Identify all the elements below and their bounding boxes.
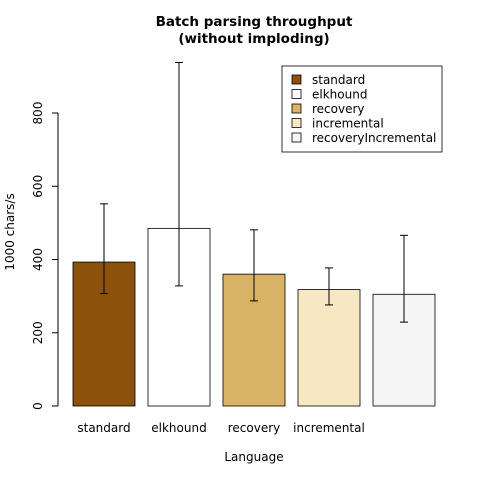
y-tick-label: 600 (31, 175, 45, 198)
x-tick-label: elkhound (151, 421, 206, 435)
legend-swatch (291, 118, 302, 128)
legend-label: recoveryIncremental (312, 131, 436, 145)
x-axis-label: Language (224, 450, 283, 464)
y-axis-label: 1000 chars/s (3, 193, 17, 270)
x-tick-label: incremental (293, 421, 365, 435)
y-tick-label: 0 (31, 402, 45, 410)
legend-swatch (291, 132, 302, 143)
y-tick-label: 200 (31, 321, 45, 344)
legend-box (281, 65, 443, 153)
bar-incremental (297, 289, 361, 407)
x-tick-label: standard (77, 421, 130, 435)
y-tick-label: 400 (31, 248, 45, 271)
legend-swatch (291, 89, 302, 99)
legend: standardelkhoundrecoveryincrementalrecov… (281, 65, 443, 153)
chart-subtitle: (without imploding) (178, 31, 329, 47)
chart-title: Batch parsing throughput (156, 14, 353, 30)
legend-swatch (291, 103, 302, 114)
x-tick-label: recovery (228, 421, 281, 435)
y-tick-label: 800 (31, 102, 45, 125)
error-bars (100, 61, 408, 323)
y-axis: 0 200 400 600 800 (31, 102, 59, 410)
legend-label: standard (312, 73, 365, 87)
legend-label: incremental (312, 117, 384, 131)
x-tick-labels: standard elkhound recovery incremental (77, 421, 364, 435)
legend-swatch (291, 74, 302, 85)
legend-label: elkhound (312, 88, 367, 102)
legend-label: recovery (312, 102, 365, 116)
